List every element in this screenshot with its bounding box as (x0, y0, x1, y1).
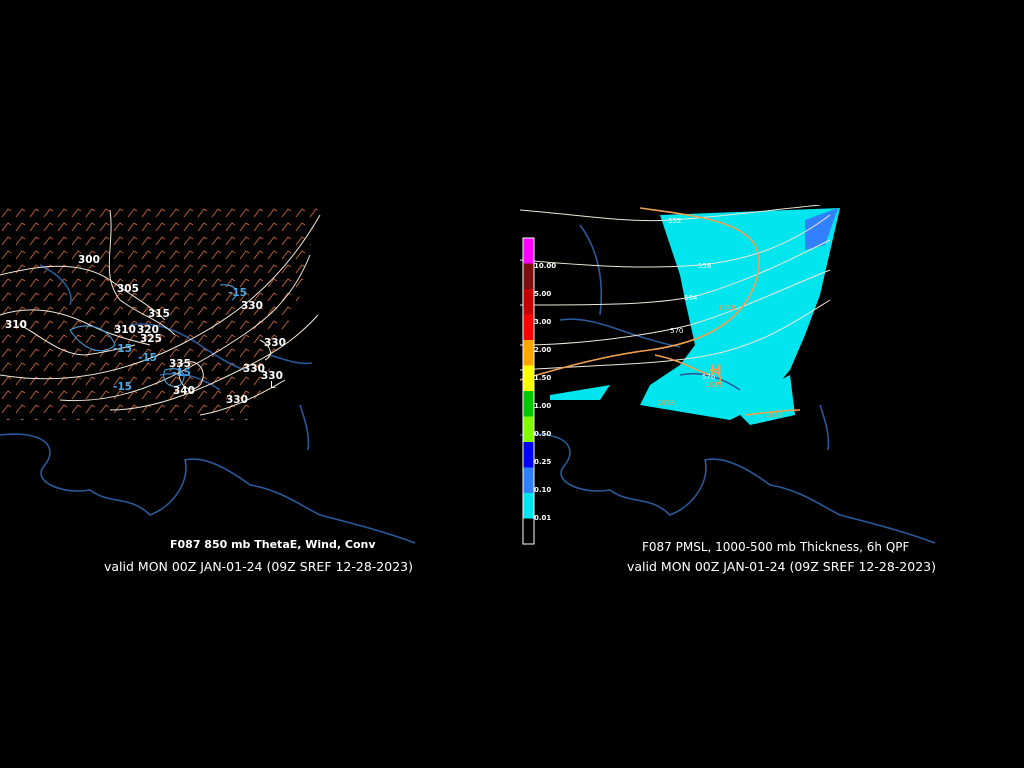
legend-swatch (523, 263, 534, 290)
contour-label: 310 (114, 324, 136, 336)
contour-label: 320 (137, 324, 159, 336)
theta-e-map: 300 305 310 310 315 320 325 330 335 340 … (0, 205, 420, 550)
legend-swatches (523, 238, 534, 545)
convergence-contours (69, 284, 238, 387)
pmsl-qpf-map-svg: 552 558 564 570 576 1018 1021 1018 1018 … (519, 204, 936, 544)
contour-label: 330 (241, 300, 263, 312)
coastlines (0, 264, 416, 544)
pmsl-qpf-map: 552 558 564 570 576 1018 1021 1018 1018 … (519, 204, 940, 550)
contour-label: 305 (117, 283, 139, 295)
thickness-label: 576 (702, 373, 716, 381)
legend-swatch (523, 314, 534, 341)
theta-e-map-svg: 300 305 310 310 315 320 325 330 335 340 … (0, 208, 416, 544)
right-panel-title: F087 PMSL, 1000-500 mb Thickness, 6h QPF (642, 540, 910, 554)
thickness-lines (519, 204, 831, 371)
conv-label: -15 (172, 367, 191, 379)
legend-value: 0.25 (534, 458, 551, 466)
legend-value: 10.00 (534, 262, 556, 270)
thickness-label: 552 (668, 217, 681, 225)
legend-value: 0.50 (534, 430, 551, 438)
legend-value: 0.10 (534, 486, 551, 494)
legend-value: 1.50 (534, 374, 551, 382)
legend-swatch (523, 365, 534, 392)
legend-value: 2.00 (534, 346, 551, 354)
conv-label: -15 (138, 352, 157, 364)
legend-swatch (523, 238, 534, 264)
contour-label: 330 (261, 370, 283, 382)
contour-label: 330 (243, 363, 265, 375)
qpf-field (550, 208, 840, 425)
pressure-label: 1018 (718, 304, 736, 312)
thickness-label: 570 (670, 327, 683, 335)
contour-label: 330 (226, 394, 248, 406)
contour-label: 310 (5, 319, 27, 331)
thickness-label: 564 (684, 294, 698, 302)
right-panel-valid: valid MON 00Z JAN-01-24 (09Z SREF 12-28-… (627, 559, 936, 574)
coastlines (519, 224, 936, 544)
thickness-labels: 552 558 564 570 576 (668, 217, 716, 381)
conv-label: -15 (113, 343, 132, 355)
contour-label: 315 (148, 308, 170, 320)
legend-value: 1.00 (534, 402, 551, 410)
qpf-legend-svg: 10.00 5.00 3.00 2.00 1.50 1.00 0.50 0.25… (522, 237, 556, 545)
high-marker: H (710, 363, 722, 379)
legend-swatch (523, 467, 534, 494)
isobars (519, 207, 801, 416)
conv-label: -15 (228, 287, 247, 299)
pressure-labels: 1018 1021 1018 1018 (657, 304, 783, 419)
left-panel-title: F087 850 mb ThetaE, Wind, Conv (170, 538, 376, 551)
contour-label: 325 (140, 333, 162, 345)
contour-label: 335 (169, 358, 191, 370)
left-panel-valid: valid MON 00Z JAN-01-24 (09Z SREF 12-28-… (104, 559, 413, 574)
legend-frame (522, 237, 535, 545)
legend-swatch (523, 442, 534, 468)
legend-value: 0.01 (534, 514, 551, 522)
low-marker: L (270, 380, 276, 391)
legend-swatch (523, 391, 534, 417)
legend-swatch (523, 416, 534, 443)
qpf-legend: 10.00 5.00 3.00 2.00 1.50 1.00 0.50 0.25… (520, 236, 562, 548)
legend-values: 10.00 5.00 3.00 2.00 1.50 1.00 0.50 0.25… (534, 262, 556, 522)
legend-value: 3.00 (534, 318, 551, 326)
pressure-label: 1021 (705, 381, 723, 389)
theta-e-labels: 300 305 310 310 315 320 325 330 335 340 … (5, 254, 286, 406)
contour-label: 340 (173, 385, 195, 397)
contour-label: 300 (78, 254, 100, 266)
pressure-label: 1018 (765, 411, 783, 419)
pressure-label: 1018 (657, 399, 675, 407)
legend-swatch (523, 493, 534, 519)
theta-e-contours (0, 209, 321, 416)
thickness-label: 558 (698, 262, 711, 270)
legend-swatch (523, 518, 534, 545)
legend-swatch (523, 289, 534, 315)
legend-value: 5.00 (534, 290, 551, 298)
contour-label: 330 (264, 337, 286, 349)
conv-label: -15 (113, 381, 132, 393)
conv-labels: -15 -15 -15 -15 -15 (113, 287, 247, 393)
legend-swatch (523, 340, 534, 366)
